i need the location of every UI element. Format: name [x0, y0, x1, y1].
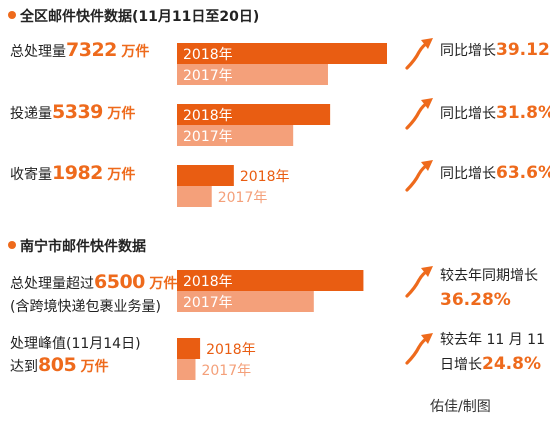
bullet-dot-icon [8, 241, 16, 249]
growth-text: 同比增长31.8% [440, 103, 550, 124]
bar-2018 [177, 338, 201, 359]
row-label-unit: 万件 [149, 276, 178, 292]
growth-arrow-icon [405, 333, 435, 369]
credit-text: 佑佳/制图 [430, 399, 491, 415]
bar-series-label: 2018年 [183, 108, 233, 124]
growth-text: 较去年 11 月 11 日增长24.8% [440, 330, 545, 379]
row-label-number: 5339 [52, 101, 103, 123]
row-label-prefix: 总处理量 [10, 44, 66, 60]
growth-text: 同比增长39.12% [440, 40, 550, 61]
row-label-unit: 万件 [121, 44, 150, 60]
row-label-peak: 达到805 万件 [10, 355, 109, 377]
growth-arrow-icon [405, 38, 435, 74]
bar-series-label: 2017年 [201, 363, 251, 379]
bullet-dot-icon [8, 11, 16, 19]
growth-value: 63.6% [496, 163, 550, 183]
growth-value: 31.8% [496, 103, 550, 123]
row-label-nanning-total: 总处理量超过6500 万件 [10, 272, 177, 294]
row-label-number: 1982 [52, 162, 103, 184]
row-label-prefix: 达到 [10, 359, 38, 375]
bar-series-label: 2017年 [183, 129, 233, 145]
bar-series-label: 2018年 [183, 274, 233, 290]
row-label-number: 6500 [94, 271, 145, 293]
row-label-unit: 万件 [107, 106, 136, 122]
row-label-unit: 万件 [107, 167, 136, 183]
bar-2017 [177, 359, 196, 380]
growth-arrow-icon [405, 160, 435, 196]
bar-2018 [177, 43, 387, 64]
row-label-collection: 收寄量1982 万件 [10, 163, 135, 185]
row-label-peak-date: 处理峰值(11月14日) [10, 336, 141, 352]
bar-series-label: 2017年 [218, 190, 268, 206]
growth-text: 较去年同期增长 36.28% [440, 266, 538, 315]
bar-2018 [177, 270, 364, 291]
row-label-number: 805 [38, 354, 77, 376]
row-label-number: 7322 [66, 39, 117, 61]
growth-prefix: 同比增长 [440, 106, 496, 122]
growth-arrow-icon [405, 98, 435, 134]
row-label-total: 总处理量7322 万件 [10, 40, 149, 62]
row-label-unit: 万件 [80, 359, 109, 375]
growth-value: 39.12% [496, 40, 550, 60]
growth-prefix: 较去年 11 月 11 [440, 332, 545, 348]
bar-2017 [177, 291, 314, 312]
row-label-delivery: 投递量5339 万件 [10, 102, 135, 124]
section-title-text: 南宁市邮件快件数据 [20, 239, 146, 255]
bar-series-label: 2018年 [183, 47, 233, 63]
row-label-prefix: 投递量 [10, 106, 52, 122]
growth-arrow-icon [405, 266, 435, 302]
growth-prefix: 同比增长 [440, 43, 496, 59]
bar-2017 [177, 186, 212, 207]
bar-series-label: 2018年 [240, 169, 290, 185]
section-title-text: 全区邮件快件数据(11月11日至20日) [20, 9, 260, 25]
section-title-region: 全区邮件快件数据(11月11日至20日) [8, 6, 259, 26]
growth-value: 36.28% [440, 290, 511, 310]
bar-2017 [177, 125, 294, 146]
growth-value: 24.8% [482, 354, 541, 374]
bar-2018 [177, 104, 331, 125]
bar-series-label: 2018年 [206, 342, 256, 358]
row-sublabel-crossborder: (含跨境快递包裹业务量) [10, 299, 161, 315]
growth-prefix: 同比增长 [440, 166, 496, 182]
growth-prefix: 较去年同期增长 [440, 268, 538, 284]
bar-series-label: 2017年 [183, 295, 233, 311]
row-label-prefix: 收寄量 [10, 167, 52, 183]
growth-text: 同比增长63.6% [440, 163, 550, 184]
bar-2018 [177, 165, 234, 186]
section-title-nanning: 南宁市邮件快件数据 [8, 236, 146, 256]
row-label-prefix: 总处理量超过 [10, 276, 94, 292]
bar-2017 [177, 64, 328, 85]
bar-series-label: 2017年 [183, 68, 233, 84]
growth-line2-prefix: 日增长 [440, 357, 482, 373]
